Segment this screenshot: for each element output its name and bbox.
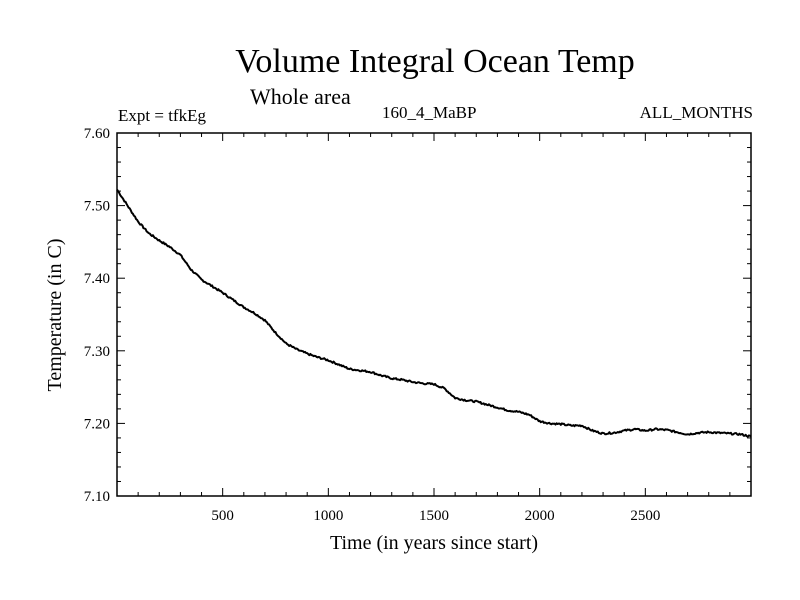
x-tick-label: 2500: [630, 508, 660, 524]
x-tick-label: 500: [211, 508, 234, 524]
months-label: ALL_MONTHS: [639, 103, 753, 122]
x-tick-label: 1500: [419, 508, 449, 524]
experiment-label: Expt = tfkEg: [118, 106, 206, 125]
temperature-series-line: [116, 189, 752, 438]
x-tick-label: 1000: [313, 508, 343, 524]
y-tick-label: 7.10: [84, 489, 110, 505]
chart-subtitle: Whole area: [250, 84, 351, 109]
y-tick-label: 7.40: [84, 271, 110, 287]
x-axis-label: Time (in years since start): [330, 532, 538, 554]
y-tick-label: 7.60: [84, 126, 110, 142]
y-axis-label: Temperature (in C): [44, 239, 66, 392]
series-layer: [116, 189, 752, 438]
chart-title: Volume Integral Ocean Temp: [235, 43, 635, 80]
y-tick-label: 7.30: [84, 344, 110, 360]
run-label: 160_4_MaBP: [382, 103, 477, 122]
plot-frame: [116, 132, 752, 497]
axes: 500 1000 1500 2000 2500 7.10 7.20 7.30 7.40 7.50 7…: [84, 126, 752, 524]
y-tick-label: 7.20: [84, 416, 110, 432]
y-tick-label: 7.50: [84, 199, 110, 215]
x-tick-label: 2000: [525, 508, 555, 524]
